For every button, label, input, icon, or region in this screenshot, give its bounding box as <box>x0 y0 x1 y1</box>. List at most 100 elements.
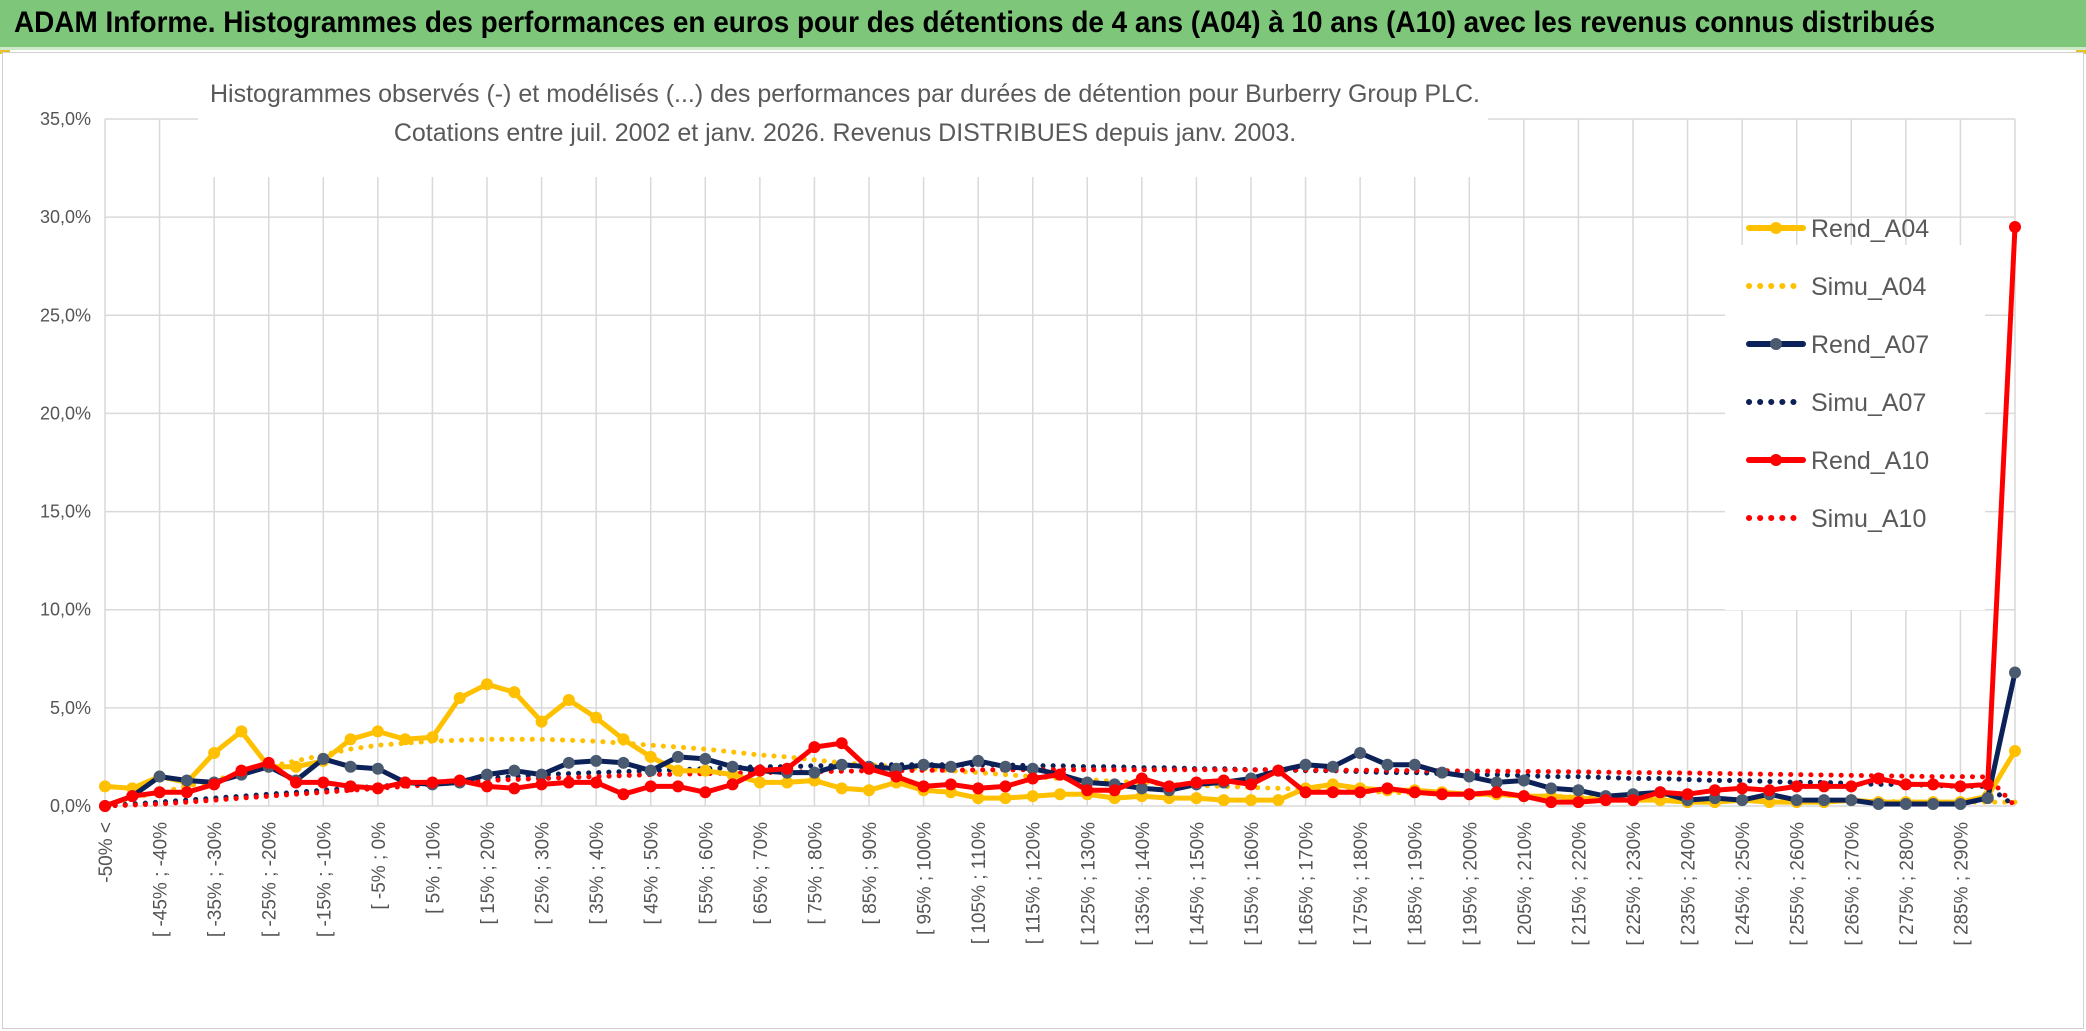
x-tick-label: [ 65% ; 70% <box>751 822 772 925</box>
data-point <box>617 733 630 746</box>
data-point <box>99 780 111 793</box>
data-point <box>1408 786 1421 799</box>
data-point <box>99 800 111 812</box>
legend-marker <box>1770 454 1782 466</box>
data-point <box>2009 220 2021 233</box>
data-point <box>2009 666 2021 679</box>
data-point <box>726 778 739 791</box>
data-point <box>944 760 957 773</box>
data-point <box>753 764 766 777</box>
data-point <box>835 782 848 795</box>
x-tick-label: [ 55% ; 60% <box>696 822 717 925</box>
data-point <box>1163 780 1176 793</box>
x-tick-label: [ 265% ; 270% <box>1842 822 1863 946</box>
legend-item: Simu_A04 <box>1746 273 1926 301</box>
y-tick-label: 30,0% <box>40 207 91 227</box>
legend-label: Rend_A07 <box>1811 331 1929 359</box>
data-point <box>1572 796 1585 809</box>
data-point <box>180 786 193 799</box>
y-tick-label: 0,0% <box>50 796 91 816</box>
x-tick-label: [ -5% ; 0% <box>369 822 390 910</box>
legend-item: Rend_A04 <box>1746 215 1929 243</box>
data-point <box>808 741 821 754</box>
data-point <box>1354 747 1367 760</box>
data-point <box>481 678 493 691</box>
y-tick-label: 5,0% <box>50 698 91 718</box>
data-point <box>153 786 166 799</box>
x-tick-label: [ 155% ; 160% <box>1242 822 1263 946</box>
data-point <box>1517 774 1530 787</box>
data-point <box>1436 766 1448 779</box>
chart-title: Histogrammes observés (-) et modélisés (… <box>210 80 1480 108</box>
data-point <box>1054 768 1066 781</box>
data-point <box>371 762 384 775</box>
data-point <box>1081 784 1094 797</box>
series-rend-a10 <box>99 220 2021 812</box>
data-point <box>1763 784 1776 797</box>
data-point <box>399 733 412 746</box>
data-point <box>972 754 985 767</box>
data-point <box>1954 798 1967 811</box>
data-point <box>699 752 712 765</box>
data-point <box>1326 760 1339 773</box>
data-point <box>562 756 575 769</box>
data-point <box>1818 780 1830 793</box>
data-point <box>1408 758 1421 771</box>
data-point <box>1326 786 1339 799</box>
x-tick-label: [ -45% ; -40% <box>151 822 172 937</box>
y-tick-label: 10,0% <box>40 600 91 620</box>
data-point <box>835 758 848 771</box>
x-tick-label: [ 145% ; 150% <box>1187 822 1208 946</box>
data-point <box>290 760 302 773</box>
data-point <box>1899 778 1912 791</box>
x-tick-label: [ 135% ; 140% <box>1133 822 1154 946</box>
y-tick-label: 20,0% <box>40 403 91 423</box>
legend-marker <box>1770 222 1782 234</box>
data-point <box>262 756 275 769</box>
data-point <box>562 694 575 707</box>
data-point <box>1981 778 1994 791</box>
data-point <box>1681 788 1694 801</box>
data-point <box>590 711 603 724</box>
x-tick-label: [ 15% ; 20% <box>478 822 499 925</box>
data-point <box>999 760 1012 773</box>
data-point <box>1899 798 1912 811</box>
data-point <box>808 766 821 779</box>
series-line <box>102 736 2018 809</box>
y-tick-label: 35,0% <box>40 109 91 129</box>
data-point <box>208 778 221 791</box>
data-point <box>317 776 330 789</box>
x-tick-label: [ 175% ; 180% <box>1351 822 1372 946</box>
x-tick-label: [ 255% ; 260% <box>1788 822 1809 946</box>
x-tick-label: [ 165% ; 170% <box>1297 822 1318 946</box>
data-point <box>1790 780 1803 793</box>
x-tick-label: [ 115% ; 120% <box>1024 822 1045 944</box>
data-point <box>1354 786 1367 799</box>
data-point <box>944 778 957 791</box>
data-point <box>426 731 439 744</box>
data-point <box>699 764 712 777</box>
data-point <box>562 776 575 789</box>
data-point <box>1545 782 1558 795</box>
data-point <box>781 762 794 775</box>
data-point <box>1272 764 1285 777</box>
data-point <box>863 784 875 797</box>
legend: Rend_A04 Simu_A04 Rend_A07 Simu_A07 Rend_A10… <box>1725 215 1985 610</box>
data-point <box>1217 774 1230 787</box>
data-point <box>863 762 875 775</box>
data-point <box>1135 772 1148 785</box>
data-point <box>1054 788 1066 801</box>
data-point <box>508 782 521 795</box>
series-simu-a04 <box>102 736 2018 809</box>
data-point <box>1872 772 1885 785</box>
data-point <box>235 725 248 738</box>
x-tick-label: [ 85% ; 90% <box>860 822 881 925</box>
data-point <box>1845 780 1858 793</box>
data-point <box>617 756 630 769</box>
data-point <box>1026 790 1039 803</box>
data-point <box>917 780 930 793</box>
data-point <box>672 750 684 763</box>
data-point <box>180 774 193 787</box>
data-point <box>999 792 1012 805</box>
data-point <box>399 776 412 789</box>
